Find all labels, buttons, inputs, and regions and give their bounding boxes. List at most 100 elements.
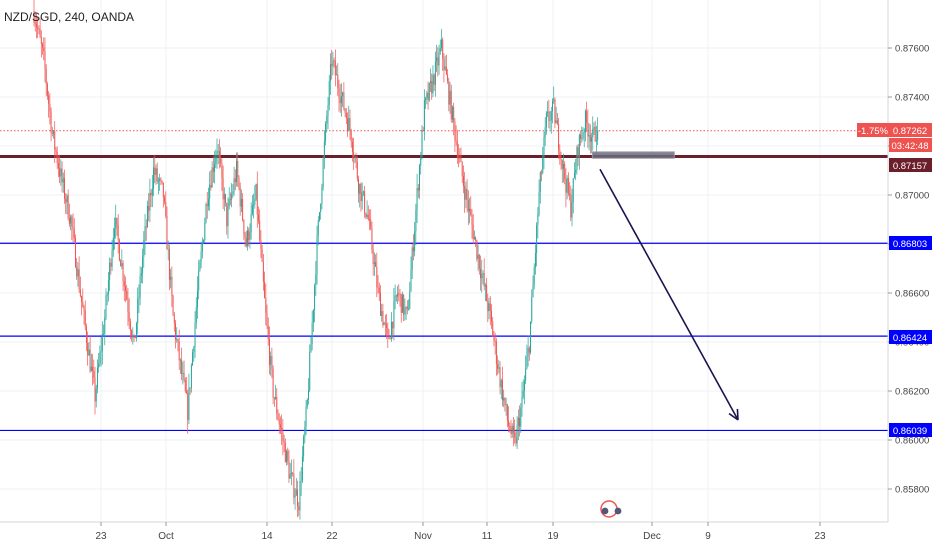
candle-body	[239, 187, 241, 207]
y-tick-label: 0.86200	[895, 387, 929, 398]
candle-body	[100, 351, 102, 352]
candle-body	[347, 118, 349, 131]
candle-body	[320, 204, 322, 213]
candle-body	[373, 262, 375, 264]
drawings[interactable]	[591, 151, 739, 421]
candle-body	[559, 150, 561, 159]
candle-body	[233, 178, 235, 192]
candle-body	[115, 217, 117, 229]
trend-arrow-head	[736, 408, 739, 420]
candle-body	[516, 425, 518, 444]
candle-body	[292, 473, 294, 474]
candle-body	[122, 263, 124, 282]
candle-body	[542, 157, 544, 174]
maroon-level-label: 0.87157	[889, 158, 932, 172]
candle-body	[321, 187, 323, 205]
candle-body	[377, 287, 379, 289]
candle-body	[553, 99, 555, 102]
candle-body	[530, 321, 532, 353]
candle-body	[55, 149, 57, 152]
candle-body	[322, 158, 324, 188]
candle-body	[212, 167, 214, 172]
candle-body	[149, 192, 151, 211]
candle-body	[193, 347, 195, 353]
candle-body	[486, 285, 488, 302]
trend-arrow[interactable]	[599, 168, 739, 421]
candle-body	[315, 274, 317, 286]
candle-body	[532, 284, 534, 298]
price-axis[interactable]: 0.876000.874000.872000.870000.868000.866…	[887, 0, 932, 522]
candle-body	[423, 100, 425, 131]
candle-body	[587, 123, 589, 137]
candle-body	[135, 323, 137, 339]
candle-body	[88, 349, 90, 356]
candle-body	[586, 110, 588, 124]
candle-body	[92, 366, 94, 371]
candle-body	[544, 127, 546, 138]
time-axis[interactable]: 23 Oct 14 22 Nov 11 19 Dec 9 23	[0, 521, 888, 542]
candle-body	[103, 333, 105, 335]
candle-body	[216, 151, 218, 157]
candle-body	[57, 163, 59, 169]
trend-arrow-head	[728, 412, 739, 421]
candle-body	[253, 204, 255, 206]
candle-body	[541, 172, 543, 174]
candle-body	[153, 167, 155, 189]
countdown-badge	[889, 138, 932, 152]
candle-body	[240, 198, 242, 207]
rectangle-drawing[interactable]	[591, 151, 675, 159]
candle-body	[231, 194, 233, 200]
candle-body	[82, 301, 84, 308]
candle-body	[295, 489, 297, 496]
candle-body	[283, 440, 285, 443]
candle-body	[143, 240, 145, 257]
candle-body	[157, 180, 159, 182]
candle-body	[581, 138, 583, 140]
candle-body	[370, 219, 372, 229]
candle-body	[511, 426, 513, 435]
candle-body	[508, 420, 510, 426]
candle-body	[203, 240, 205, 244]
candle-body	[201, 243, 203, 252]
candle-body	[206, 204, 208, 206]
candle-body	[593, 126, 595, 129]
candle-body	[578, 134, 580, 157]
candle-body	[500, 380, 502, 388]
candle-body	[151, 188, 153, 196]
candle-body	[388, 334, 390, 339]
candle-body	[61, 168, 63, 183]
candle-body	[222, 178, 224, 200]
candle-body	[144, 226, 146, 241]
candle-body	[449, 90, 451, 105]
candle-body	[262, 261, 264, 282]
candle-body	[66, 195, 68, 203]
candle-body	[443, 58, 445, 70]
candle-body	[509, 425, 511, 432]
candle-body	[594, 126, 596, 141]
candle-body	[221, 163, 223, 179]
candle-body	[125, 286, 126, 291]
candle-body	[501, 380, 503, 401]
candle-body	[521, 396, 523, 408]
candle-body	[461, 161, 463, 177]
events-icon[interactable]	[600, 500, 622, 518]
candle-body	[558, 124, 560, 151]
candle-body	[567, 177, 569, 194]
candle-body	[583, 132, 585, 134]
horizontal-levels[interactable]	[0, 130, 888, 432]
candle-body	[416, 187, 418, 210]
candle-body	[73, 229, 75, 239]
candle-body	[506, 404, 508, 421]
candle-body	[133, 335, 135, 337]
candle-body	[276, 397, 278, 414]
candle-body	[250, 213, 252, 233]
candle-body	[297, 489, 299, 507]
candle-body	[87, 342, 89, 356]
candle-body	[580, 134, 582, 139]
candle-body	[517, 417, 519, 426]
candle-body	[60, 168, 62, 177]
candle-body	[428, 82, 430, 101]
candle-body	[284, 442, 286, 463]
candle-body	[467, 200, 469, 212]
